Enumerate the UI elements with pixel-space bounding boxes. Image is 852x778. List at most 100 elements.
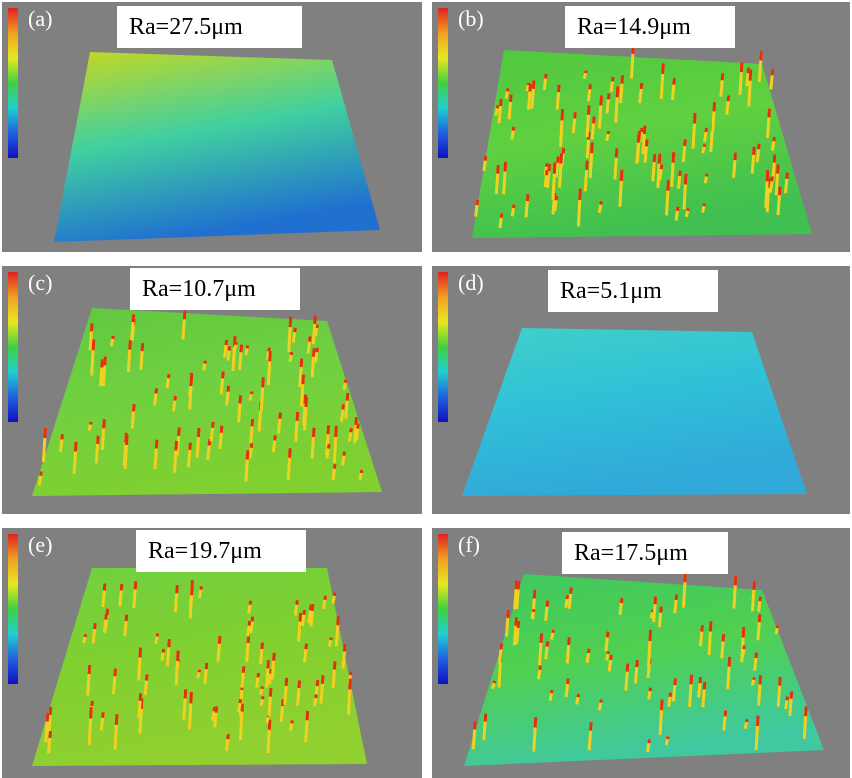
surface-spike-tip	[686, 207, 690, 212]
surface-spike-tip	[161, 648, 166, 653]
surface-spike-tip	[89, 421, 93, 425]
surface-spike-tip	[197, 669, 202, 673]
surface-spike-tip	[278, 412, 282, 419]
panel-label: (a)	[28, 6, 53, 31]
surface-spike-tip	[113, 668, 117, 677]
surface-spike-tip	[506, 609, 510, 618]
surface-spike-tip	[114, 714, 119, 725]
surface-spike-tip	[671, 152, 676, 163]
surface-spike-tip	[675, 206, 680, 212]
surface-spike-tip	[702, 681, 707, 690]
surface-spike-tip	[102, 419, 106, 429]
surface-spike-tip	[212, 706, 217, 712]
surface-spike-tip	[533, 716, 538, 728]
surface-spike-tip	[288, 448, 292, 458]
surface-spike-tip	[554, 195, 559, 201]
surface-spike-tip	[315, 324, 319, 329]
surface-spike-tip	[758, 596, 763, 602]
surface-spike-tip	[189, 381, 193, 387]
surface-spike-tip	[342, 451, 346, 456]
surface-spike-tip	[239, 344, 244, 353]
surface-spike-tip	[354, 416, 358, 426]
surface-spike-tip	[741, 626, 746, 638]
surface-spike-tip	[140, 343, 145, 352]
surface-spike-tip	[345, 392, 350, 401]
surface-spike-tip	[659, 606, 663, 613]
surface-spike-tip	[267, 719, 272, 730]
surface-spike-tip	[295, 411, 300, 421]
surface-spike-tip	[726, 95, 731, 102]
surface-spike-tip	[765, 169, 770, 182]
surface-spike-tip	[348, 678, 352, 690]
surface-spike-tip	[511, 126, 516, 131]
surface-spike-tip	[605, 631, 610, 638]
surface-plot	[438, 8, 812, 238]
surface-spike-tip	[775, 625, 780, 629]
surface-spike-tip	[343, 379, 348, 384]
surface-spike-tip	[173, 395, 177, 401]
surface-plot	[8, 272, 382, 496]
surface-spike-tip	[241, 666, 246, 673]
surface-spike-tip	[661, 63, 665, 75]
surface	[54, 52, 380, 242]
surface-spike-tip	[154, 439, 159, 449]
surface-spike-tip	[619, 597, 624, 604]
surface-spike-tip	[260, 642, 264, 650]
surface-panel: (c) Ra=10.7μm	[2, 266, 422, 514]
surface-spike-tip	[505, 87, 510, 92]
surface-spike-tip	[323, 595, 327, 601]
surface-spike-tip	[247, 620, 252, 626]
surface-spike-tip	[772, 154, 777, 163]
surface-spike-tip	[131, 314, 136, 323]
surface-panel: (d) Ra=5.1μm	[432, 266, 850, 514]
surface-spike-tip	[304, 396, 309, 408]
surface-spike-tip	[689, 674, 694, 685]
surface-spike-tip	[683, 173, 688, 185]
surface-spike-tip	[551, 629, 555, 634]
surface-plot	[8, 534, 367, 766]
surface-spike-tip	[532, 589, 537, 599]
surface-spike-tip	[342, 643, 347, 652]
surface-spike-tip	[320, 675, 325, 684]
surface-spike-tip	[683, 139, 687, 147]
colorbar	[438, 8, 448, 158]
surface-spike-tip	[281, 699, 285, 707]
surface-spike-tip	[268, 688, 273, 697]
surface-spike-tip	[356, 423, 360, 429]
surface-spike-tip	[226, 734, 230, 740]
surface-spike-tip	[473, 720, 477, 730]
surface-spike-tip	[498, 98, 503, 107]
surface-spike-tip	[267, 347, 271, 352]
surface-spike-tip	[516, 620, 521, 628]
surface-spike-tip	[746, 67, 751, 74]
surface-spike-tip	[217, 635, 222, 644]
surface-spike-tip	[89, 707, 93, 719]
surface-spike-tip	[248, 600, 253, 605]
surface-spike-tip	[785, 696, 790, 701]
surface-spike-tip	[245, 345, 250, 349]
surface	[32, 308, 382, 496]
surface-spike-tip	[723, 710, 728, 717]
surface-spike-tip	[666, 736, 670, 740]
surface-spike-tip	[590, 142, 594, 154]
surface-spike-tip	[189, 372, 194, 384]
surface-spike-tip	[767, 108, 771, 118]
surface	[462, 328, 807, 496]
surface-spike-tip	[269, 668, 273, 674]
surface-spike-tip	[606, 650, 611, 655]
surface	[464, 574, 824, 766]
surface-spike-tip	[712, 102, 717, 112]
surface-spike-tip	[566, 678, 570, 685]
surface-spike-tip	[154, 388, 159, 394]
surface-spike-tip	[332, 661, 337, 670]
surface-spike-tip	[659, 699, 664, 711]
surface-spike-tip	[245, 450, 250, 460]
surface-spike-tip	[635, 659, 639, 668]
colorbar	[8, 272, 18, 422]
surface-spike-tip	[639, 127, 644, 133]
surface-spike-tip	[308, 604, 313, 611]
surface-spike-tip	[83, 633, 88, 638]
surface-spike-tip	[545, 641, 550, 647]
roughness-label: Ra=17.5μm	[562, 532, 728, 574]
